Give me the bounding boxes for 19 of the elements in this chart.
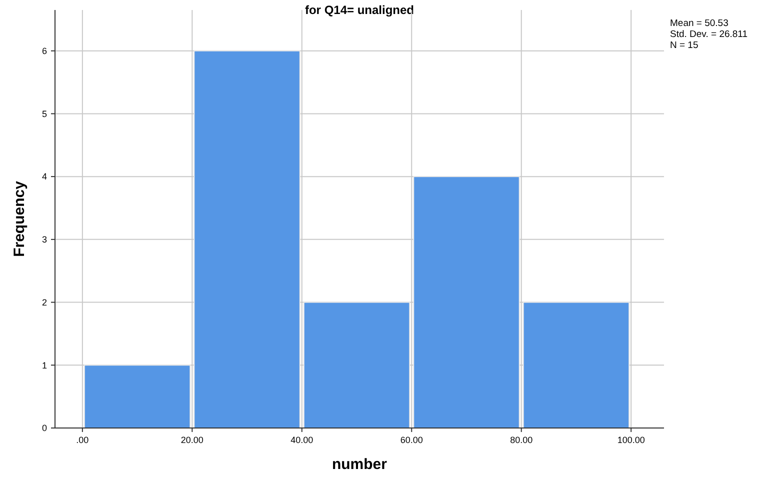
y-tick-label: 6 (42, 46, 47, 56)
y-tick-label: 2 (42, 297, 47, 308)
text: Mean = 50.53 (670, 18, 728, 29)
x-tick-label: 80.00 (510, 435, 533, 445)
y-tick-label: 3 (42, 234, 47, 245)
x-tick-label: 100.00 (617, 435, 645, 445)
y-axis-title: Frequency (11, 180, 28, 257)
y-tick-label: 0 (42, 423, 47, 434)
chart-title: for Q14= unaligned (304, 3, 414, 17)
y-tick-label: 4 (42, 172, 47, 182)
y-tick-label: 1 (42, 360, 47, 370)
text: N = 15 (670, 40, 698, 51)
y-tick-label: 5 (42, 108, 47, 119)
x-axis-title: number (332, 456, 388, 473)
x-tick-label: 40.00 (290, 435, 314, 445)
x-tick-label: .00 (76, 435, 89, 445)
x-tick-label: 60.00 (400, 435, 423, 445)
x-tick-label: 20.00 (180, 435, 204, 445)
text: Std. Dev. = 26.811 (670, 29, 748, 40)
